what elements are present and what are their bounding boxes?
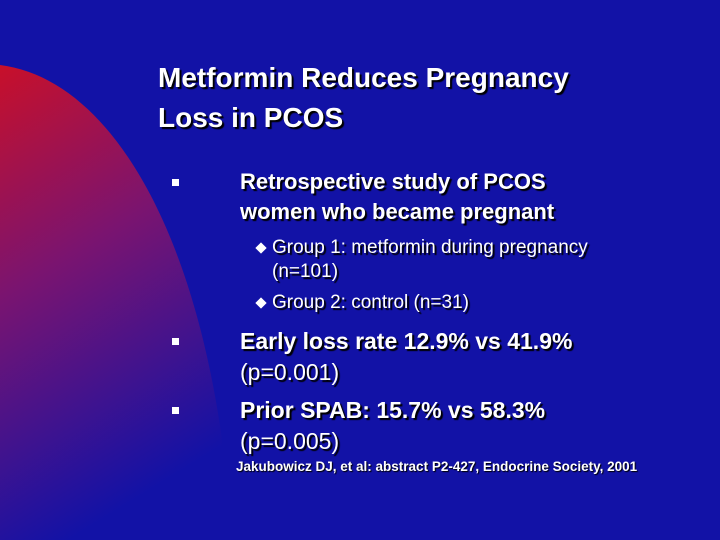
bullet-text: Retrospective study of PCOS women who be… bbox=[240, 169, 555, 224]
bullet-text: Prior SPAB: 15.7% vs 58.3% bbox=[240, 397, 546, 423]
bullet-marker bbox=[172, 407, 179, 414]
bullet-text: Early loss rate 12.9% vs 41.9% bbox=[240, 328, 573, 354]
decor-curve bbox=[0, 65, 232, 540]
slide-title: Metformin Reduces Pregnancy Loss in PCOS bbox=[158, 62, 569, 133]
citation: Jakubowicz DJ, et al: abstract P2-427, E… bbox=[236, 459, 638, 474]
bullet-detail: (p=0.005) bbox=[240, 428, 340, 454]
bullet-marker bbox=[172, 179, 179, 186]
bullet-detail: (p=0.001) bbox=[240, 359, 340, 385]
bullet: Early loss rate 12.9% vs 41.9% (p=0.001) bbox=[240, 326, 660, 388]
bullet: Prior SPAB: 15.7% vs 58.3% (p=0.005) bbox=[240, 395, 660, 457]
sub-bullet-text: Group 2: control (n=31) bbox=[272, 292, 469, 313]
bullet-marker bbox=[172, 338, 179, 345]
sub-bullet-text: Group 1: metformin during pregnancy (n=1… bbox=[272, 237, 588, 282]
